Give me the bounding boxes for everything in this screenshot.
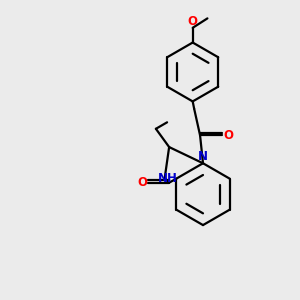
Text: NH: NH — [158, 172, 178, 185]
Text: O: O — [188, 15, 198, 28]
Text: O: O — [224, 129, 234, 142]
Text: N: N — [198, 150, 208, 163]
Text: O: O — [137, 176, 147, 189]
